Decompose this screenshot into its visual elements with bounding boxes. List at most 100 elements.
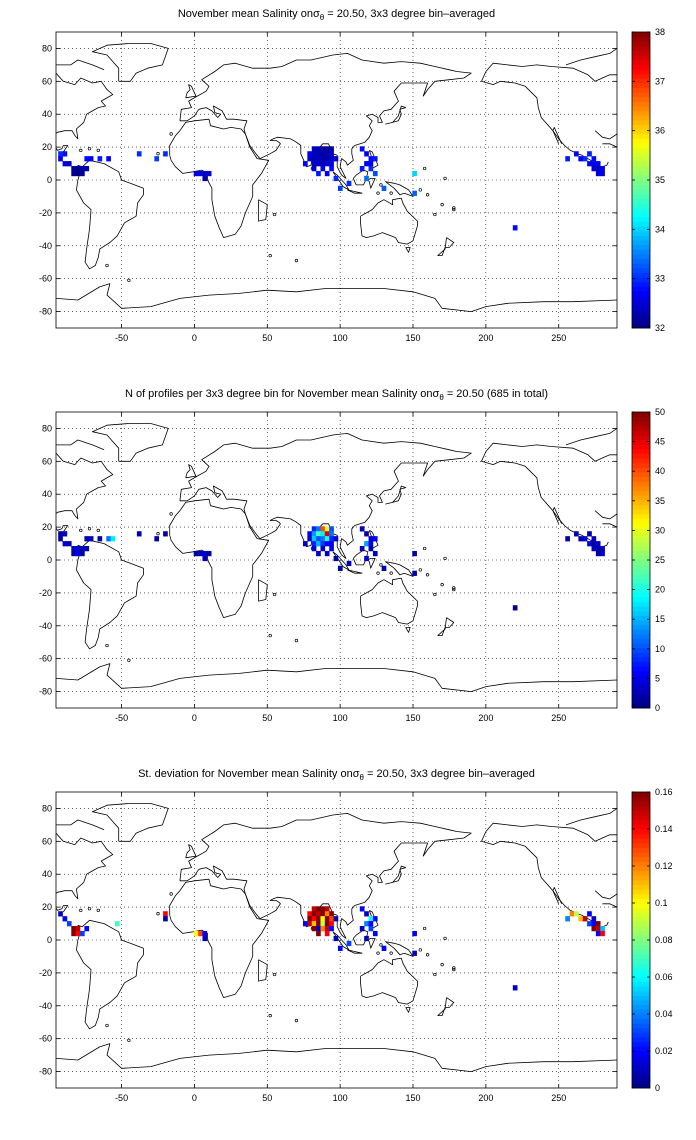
coastline: [552, 887, 562, 904]
colorbar-swatch: [632, 467, 650, 473]
data-cell: [368, 916, 374, 922]
colorbar-swatch: [632, 281, 650, 287]
coastline: [179, 433, 472, 559]
island: [443, 556, 447, 561]
island: [127, 1038, 131, 1042]
data-cell: [359, 526, 365, 532]
coastline: [360, 577, 418, 625]
colorbar-swatch: [632, 912, 650, 918]
data-cell: [84, 546, 90, 552]
data-cell: [412, 930, 417, 937]
colorbar-swatch: [632, 133, 650, 139]
colorbar-swatch: [632, 523, 650, 529]
y-tick-label: 20: [42, 522, 52, 532]
data-cell: [372, 170, 378, 177]
island: [423, 546, 427, 551]
colorbar-swatch: [632, 64, 650, 70]
colorbar-swatch: [632, 425, 650, 431]
data-cell: [324, 921, 330, 927]
data-cell: [333, 175, 339, 182]
data-cell: [329, 151, 334, 157]
data-cell: [372, 156, 378, 162]
data-cell: [80, 546, 85, 552]
colorbar-swatch: [632, 819, 650, 825]
data-cell: [587, 151, 592, 157]
colorbar-swatch: [632, 1083, 650, 1089]
island: [79, 148, 83, 153]
colorbar-swatch: [632, 212, 650, 218]
colorbar-swatch: [632, 1060, 650, 1066]
data-cell: [311, 536, 317, 542]
data-cell: [364, 175, 369, 182]
colorbar-swatch: [632, 1018, 650, 1024]
y-tick-label: -60: [39, 274, 52, 284]
y-tick-label: 0: [47, 935, 52, 945]
colorbar-swatch: [632, 555, 650, 561]
data-cell: [591, 536, 597, 542]
data-cell: [320, 526, 326, 532]
colorbar-tick-label: 20: [655, 585, 665, 595]
coastline: [565, 48, 617, 66]
colorbar-swatch: [632, 36, 650, 42]
data-cell: [587, 541, 592, 547]
coastline: [258, 199, 268, 222]
island: [452, 587, 456, 592]
colorbar-swatch: [632, 671, 650, 677]
data-cell: [359, 926, 365, 932]
island: [440, 963, 444, 967]
x-tick-label: -50: [115, 333, 128, 343]
colorbar-swatch: [632, 143, 650, 149]
colorbar-swatch: [632, 249, 650, 255]
data-cell: [316, 526, 321, 532]
colorbar-swatch: [632, 1032, 650, 1038]
colorbar-tick-label: 0.12: [655, 861, 673, 871]
data-cell: [333, 156, 339, 162]
colorbar-swatch: [632, 295, 650, 301]
coastline: [594, 510, 617, 520]
coastline: [385, 865, 407, 885]
colorbar-swatch: [632, 32, 650, 38]
data-cell: [591, 156, 597, 162]
colorbar-swatch: [632, 657, 650, 663]
x-tick-label: 50: [262, 713, 272, 723]
data-cell: [574, 151, 579, 157]
data-cell: [565, 156, 570, 162]
y-tick-label: -20: [39, 208, 52, 218]
data-cell: [58, 156, 63, 162]
data-cell: [569, 911, 575, 917]
island: [433, 212, 437, 217]
data-cell: [364, 541, 369, 547]
data-cell: [600, 550, 605, 557]
colorbar-swatch: [632, 1051, 650, 1057]
data-cell: [80, 170, 85, 177]
colorbar-swatch: [632, 462, 650, 468]
data-cell: [136, 531, 142, 537]
x-tick-label: 0: [192, 713, 197, 723]
colorbar-swatch: [632, 495, 650, 501]
colorbar-swatch: [632, 546, 650, 552]
data-cell: [595, 921, 601, 927]
data-cell: [316, 170, 321, 177]
data-cell: [307, 921, 313, 927]
data-cell: [202, 555, 208, 562]
colorbar-swatch: [632, 1041, 650, 1047]
colorbar-swatch: [632, 958, 650, 964]
coastline: [552, 507, 562, 524]
coastline: [437, 237, 455, 256]
colorbar-swatch: [632, 615, 650, 621]
colorbar-swatch: [632, 472, 650, 478]
data-cell: [565, 536, 570, 542]
data-cell: [368, 166, 374, 172]
data-cell: [591, 916, 597, 922]
colorbar-2: 0 0.02 0.04 0.06 0.08 0.1 0.12 0.14 0.16: [631, 787, 673, 1093]
colorbar-swatch: [632, 838, 650, 844]
colorbar-swatch: [632, 852, 650, 858]
data-cell: [62, 531, 68, 537]
y-tick-label: 0: [47, 175, 52, 185]
colorbar-swatch: [632, 986, 650, 992]
data-cell: [311, 166, 317, 172]
coastline: [405, 1007, 411, 1013]
data-cell: [311, 916, 317, 922]
coastline: [385, 561, 414, 577]
